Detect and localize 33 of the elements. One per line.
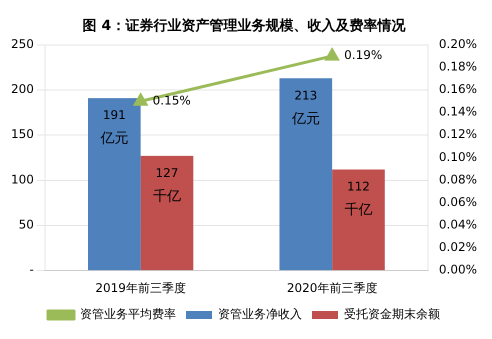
y-tick-label: -: [30, 262, 34, 277]
bar: [332, 169, 385, 270]
y-tick-label: 150: [11, 127, 34, 142]
y-tick-label: 50: [18, 218, 34, 232]
data-label: 0.15%: [152, 93, 191, 108]
x-tick-label: 2019年前三季度: [95, 280, 186, 295]
bar: [88, 98, 141, 270]
y2-tick-label: 0.08%: [438, 172, 478, 186]
y2-tick-label: 0.06%: [438, 194, 478, 209]
legend-label: 资管业务平均费率: [80, 307, 176, 322]
y-tick-label: 250: [11, 36, 34, 51]
y2-tick-label: 0.10%: [438, 150, 478, 164]
y2-tick-label: 0.18%: [438, 60, 478, 74]
data-label: 213 亿元: [290, 88, 320, 127]
legend-label: 受托资金期末余额: [344, 307, 440, 322]
bar: [279, 78, 332, 270]
y2-tick-label: 0.16%: [438, 82, 478, 96]
chart-title: 图 4：证券行业资产管理业务规模、收入及费率情况: [82, 17, 406, 34]
legend-label: 资管业务净收入: [218, 307, 302, 322]
y2-tick-label: 0.00%: [438, 262, 478, 277]
y2-tick-label: 0.14%: [438, 104, 478, 119]
data-label: 112 千亿: [344, 180, 372, 218]
y2-tick-label: 0.20%: [438, 36, 478, 51]
y-tick-label: 200: [11, 82, 34, 96]
bar: [140, 156, 194, 270]
y2-tick-label: 0.02%: [438, 240, 478, 254]
y2-tick-label: 0.04%: [438, 218, 478, 232]
data-label: 0.19%: [344, 48, 382, 62]
x-tick-label: 2020年前三季度: [286, 280, 378, 295]
y2-tick-label: 0.12%: [438, 127, 478, 142]
data-label: 191 亿元: [99, 108, 128, 147]
data-label: 127 千亿: [152, 166, 181, 205]
y-tick-label: 100: [11, 172, 34, 186]
